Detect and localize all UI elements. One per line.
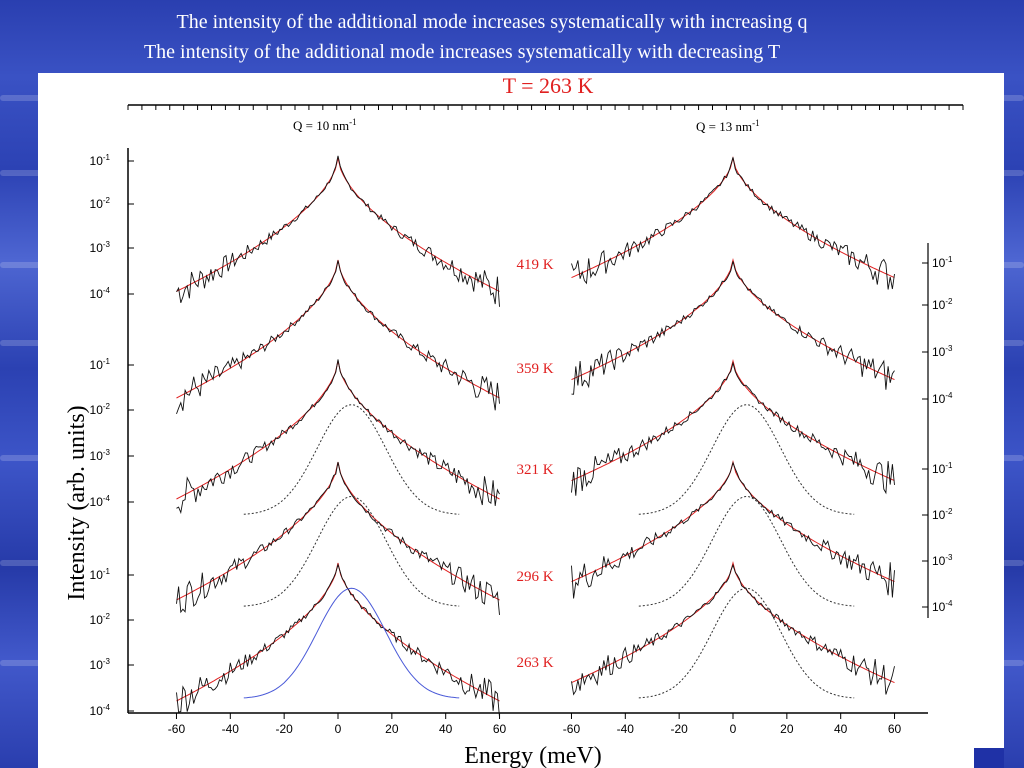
y-tick-label-right: 10-4 xyxy=(932,599,953,614)
fit-curve xyxy=(176,259,500,399)
data-series xyxy=(571,361,895,496)
fit-curve xyxy=(571,258,895,381)
data-series xyxy=(176,563,500,718)
x-tick-label: -60 xyxy=(563,722,581,736)
data-series xyxy=(571,563,895,696)
x-tick-label: -20 xyxy=(275,722,293,736)
y-tick-label-right: 10-3 xyxy=(932,553,953,568)
x-tick-label: -40 xyxy=(617,722,635,736)
temperature-label: 321 K xyxy=(516,462,553,478)
y-tick-label-left: 10-2 xyxy=(90,402,111,417)
y-tick-label-right: 10-4 xyxy=(932,391,953,406)
slide-title-line-2: The intensity of the additional mode inc… xyxy=(143,41,781,63)
additional-mode-curve xyxy=(243,495,460,607)
y-tick-label-right: 10-1 xyxy=(932,461,953,476)
data-series xyxy=(176,359,500,515)
y-tick-label-left: 10-4 xyxy=(90,703,111,718)
y-tick-label-left: 10-3 xyxy=(90,448,111,463)
temperature-label: 263 K xyxy=(516,655,553,671)
slide-corner-decoration xyxy=(974,748,1004,768)
fit-curve xyxy=(176,157,500,292)
y-tick-label-left: 10-4 xyxy=(90,286,111,301)
data-series xyxy=(571,261,895,395)
additional-mode-curve xyxy=(243,587,460,699)
y-tick-label-left: 10-1 xyxy=(90,153,111,168)
fit-curve xyxy=(571,561,895,684)
x-tick-label: 20 xyxy=(780,722,794,736)
y-tick-label-left: 10-4 xyxy=(90,494,111,509)
data-series xyxy=(571,157,895,290)
y-tick-label-left: 10-1 xyxy=(90,567,111,582)
y-tick-label-left: 10-2 xyxy=(90,196,111,211)
fit-curve xyxy=(176,461,500,601)
intensity-spectra-chart: -60 -40 -20 0 20 40 60 -60 -40 -20 0 20 40 60 10-1 10-2… xyxy=(64,73,964,768)
y-tick-label-right: 10-2 xyxy=(932,507,953,522)
x-tick-label: 0 xyxy=(335,722,342,736)
y-tick-label-left: 10-2 xyxy=(90,612,111,627)
temperature-label: 359 K xyxy=(516,361,553,377)
y-tick-label-right: 10-2 xyxy=(932,297,953,312)
chart-title: T = 263 K xyxy=(503,73,594,98)
fit-curve xyxy=(571,359,895,482)
x-tick-label: -40 xyxy=(222,722,240,736)
figure-panel xyxy=(38,73,1004,768)
x-tick-label: 40 xyxy=(834,722,848,736)
y-tick-label-left: 10-1 xyxy=(90,357,111,372)
y-tick-label-right: 10-1 xyxy=(932,255,953,270)
y-tick-label-left: 10-3 xyxy=(90,657,111,672)
y-tick-label-left: 10-3 xyxy=(90,240,111,255)
x-tick-label: -20 xyxy=(670,722,688,736)
x-tick-label: -60 xyxy=(168,722,186,736)
y-axis-label: Intensity (arb. units) xyxy=(64,405,90,600)
data-series xyxy=(176,260,500,415)
x-tick-label: 40 xyxy=(439,722,453,736)
x-axis-label: Energy (meV) xyxy=(464,743,602,768)
additional-mode-curve xyxy=(638,587,855,699)
panel-label-q10: Q = 10 nm-1 xyxy=(293,117,357,133)
additional-mode-curve xyxy=(638,404,855,515)
temperature-label: 296 K xyxy=(516,569,553,585)
data-series xyxy=(176,155,500,307)
x-tick-label: 0 xyxy=(730,722,737,736)
x-tick-label: 60 xyxy=(888,722,902,736)
additional-mode-curve xyxy=(243,404,460,515)
data-series xyxy=(571,461,895,599)
slide-title-line-1: The intensity of the additional mode inc… xyxy=(176,11,808,33)
x-tick-label: 60 xyxy=(493,722,507,736)
data-series xyxy=(176,462,500,615)
panel-label-q13: Q = 13 nm-1 xyxy=(696,118,760,134)
y-tick-label-right: 10-3 xyxy=(932,344,953,359)
temperature-label: 419 K xyxy=(516,257,553,273)
x-tick-label: 20 xyxy=(385,722,399,736)
